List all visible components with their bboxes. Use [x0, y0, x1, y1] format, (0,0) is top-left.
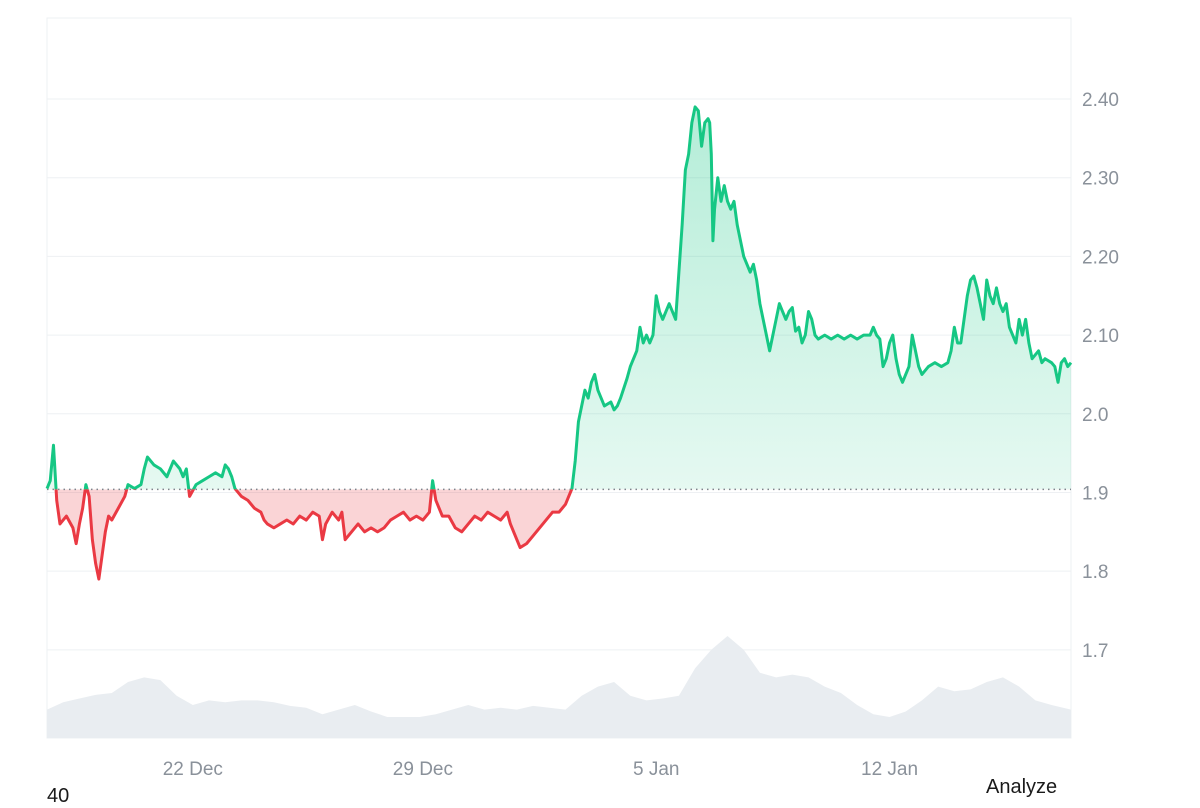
- y-axis: 2.40 2.30 2.20 2.10 2.0 1.9 1.8 1.7: [1082, 90, 1119, 662]
- y-tick-label: 2.10: [1082, 326, 1119, 347]
- analyze-button[interactable]: Analyze: [986, 776, 1058, 798]
- y-tick-label: 2.0: [1082, 405, 1108, 426]
- x-tick-label: 29 Dec: [393, 759, 453, 780]
- x-axis: 22 Dec 29 Dec 5 Jan 12 Jan: [163, 759, 918, 780]
- y-tick-label: 2.40: [1082, 90, 1119, 111]
- x-tick-label: 5 Jan: [633, 759, 679, 780]
- volume-area-path: [47, 636, 1071, 738]
- y-tick-label: 2.30: [1082, 169, 1119, 190]
- y-tick-label: 1.8: [1082, 562, 1108, 583]
- area-below-baseline: [56, 489, 572, 580]
- area-above-baseline: [47, 106, 1071, 490]
- volume-area: [47, 636, 1071, 738]
- price-area: [47, 106, 1071, 580]
- x-tick-label: 22 Dec: [163, 759, 223, 780]
- y-tick-label: 1.9: [1082, 483, 1108, 504]
- y-tick-label: 2.20: [1082, 247, 1119, 268]
- y-tick-label: 1.7: [1082, 641, 1108, 662]
- line-above-baseline: [45, 105, 1073, 490]
- bottom-left-label: 40: [47, 785, 70, 807]
- x-tick-label: 12 Jan: [861, 759, 918, 780]
- price-line: [45, 105, 1073, 581]
